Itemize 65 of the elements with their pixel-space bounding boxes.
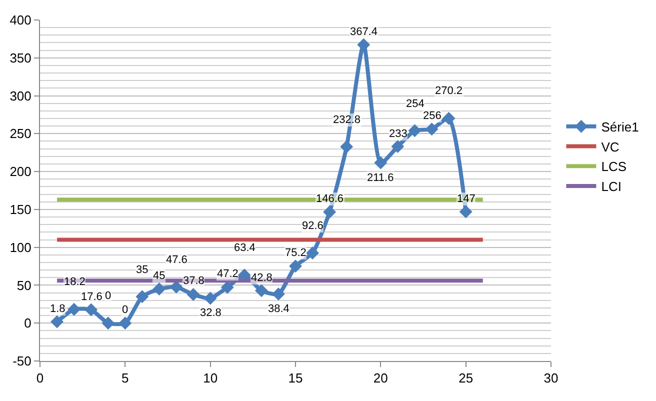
x-tick-label: 0 bbox=[36, 370, 44, 386]
point bbox=[306, 246, 320, 260]
x-tick-label: 5 bbox=[122, 370, 129, 386]
data-label: 270.2 bbox=[435, 85, 463, 97]
point bbox=[84, 303, 98, 316]
data-label: 38.4 bbox=[268, 303, 290, 315]
y-tick-label: 350 bbox=[10, 50, 32, 66]
data-label: 45 bbox=[153, 270, 166, 282]
x-tick-label: 25 bbox=[458, 370, 474, 386]
point bbox=[102, 316, 115, 330]
point bbox=[254, 284, 268, 298]
y-tick-label: 400 bbox=[10, 12, 32, 28]
point bbox=[391, 140, 404, 154]
point bbox=[289, 260, 302, 273]
data-label: 0 bbox=[122, 304, 128, 316]
legend-label: LCS bbox=[601, 159, 627, 174]
point bbox=[220, 280, 234, 294]
data-label: 92.6 bbox=[302, 220, 324, 232]
data-label: 35 bbox=[136, 264, 148, 276]
y-tick-label: 100 bbox=[10, 240, 32, 255]
point bbox=[425, 122, 438, 136]
point bbox=[442, 112, 456, 125]
data-label: 211.6 bbox=[367, 172, 394, 184]
y-tick-label: 300 bbox=[10, 88, 32, 104]
data-label: 63.4 bbox=[234, 242, 256, 254]
y-tick-label: 200 bbox=[10, 164, 32, 180]
x-tick-label: 20 bbox=[373, 370, 388, 386]
point bbox=[272, 288, 285, 301]
point bbox=[136, 290, 149, 304]
point bbox=[323, 206, 336, 219]
data-label: 233 bbox=[389, 128, 408, 140]
point bbox=[459, 205, 472, 218]
x-tick-label: 15 bbox=[288, 370, 303, 386]
point bbox=[204, 292, 217, 305]
data-label: 42.8 bbox=[251, 272, 272, 284]
point bbox=[118, 316, 132, 330]
data-label: 256 bbox=[423, 110, 442, 122]
data-label: 75.2 bbox=[285, 247, 306, 259]
data-label: 17.6 bbox=[81, 291, 102, 303]
point bbox=[152, 282, 166, 296]
y-tick-label: 250 bbox=[10, 126, 32, 142]
legend-label: VC bbox=[601, 139, 620, 154]
legend-label: Série1 bbox=[601, 119, 639, 134]
point bbox=[170, 280, 183, 294]
point bbox=[186, 288, 200, 301]
x-tick-label: 30 bbox=[544, 370, 558, 386]
point bbox=[340, 140, 354, 154]
data-label: 367.4 bbox=[350, 26, 378, 38]
data-label: 232.8 bbox=[333, 114, 361, 126]
point bbox=[408, 124, 422, 138]
y-tick-label: -50 bbox=[12, 354, 32, 369]
data-label: 1.8 bbox=[50, 303, 66, 315]
data-label: 47.6 bbox=[166, 254, 188, 266]
y-tick-label: 0 bbox=[24, 316, 32, 331]
x-tick-label: 10 bbox=[203, 370, 218, 386]
data-label: 32.8 bbox=[200, 307, 222, 319]
data-label: 0 bbox=[105, 290, 112, 302]
y-tick-label: 150 bbox=[10, 202, 32, 217]
point bbox=[68, 302, 81, 316]
point bbox=[50, 315, 64, 328]
point bbox=[374, 156, 388, 170]
data-label: 254 bbox=[406, 98, 424, 110]
data-label: 47.2 bbox=[217, 268, 238, 280]
y-tick-label: 50 bbox=[16, 278, 32, 293]
legend-label: LCI bbox=[601, 179, 622, 194]
